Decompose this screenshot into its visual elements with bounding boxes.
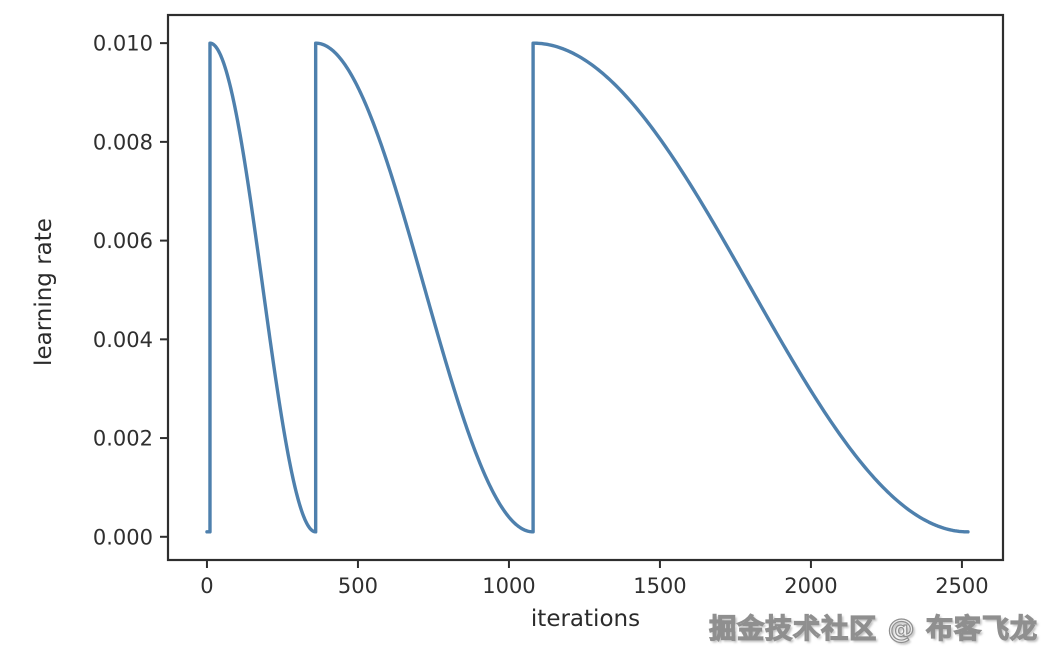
y-tick-label: 0.004	[93, 328, 153, 352]
plot-frame	[166, 13, 1005, 562]
watermark-text: 掘金技术社区 @ 布客飞龙	[709, 613, 1038, 645]
x-tick-label: 1500	[633, 574, 686, 598]
y-tick-label: 0.008	[93, 130, 153, 154]
x-tick-label: 2500	[935, 574, 988, 598]
x-tick-label: 500	[338, 574, 378, 598]
y-tick-label: 0.002	[93, 427, 153, 451]
x-tick-label: 1000	[482, 574, 535, 598]
x-tick-label: 2000	[784, 574, 837, 598]
y-tick-label: 0.000	[93, 525, 153, 549]
axis-ticks: 0 500 1000 1500 2000 2500 0.000 0.002 0.004 0.006…	[93, 32, 989, 598]
x-tick-label: 0	[200, 574, 213, 598]
y-tick-label: 0.010	[93, 32, 153, 56]
x-axis-label: iterations	[530, 606, 641, 632]
learning-rate-curve	[205, 41, 970, 534]
y-axis-label: learning rate	[31, 218, 57, 366]
y-tick-label: 0.006	[93, 229, 153, 253]
